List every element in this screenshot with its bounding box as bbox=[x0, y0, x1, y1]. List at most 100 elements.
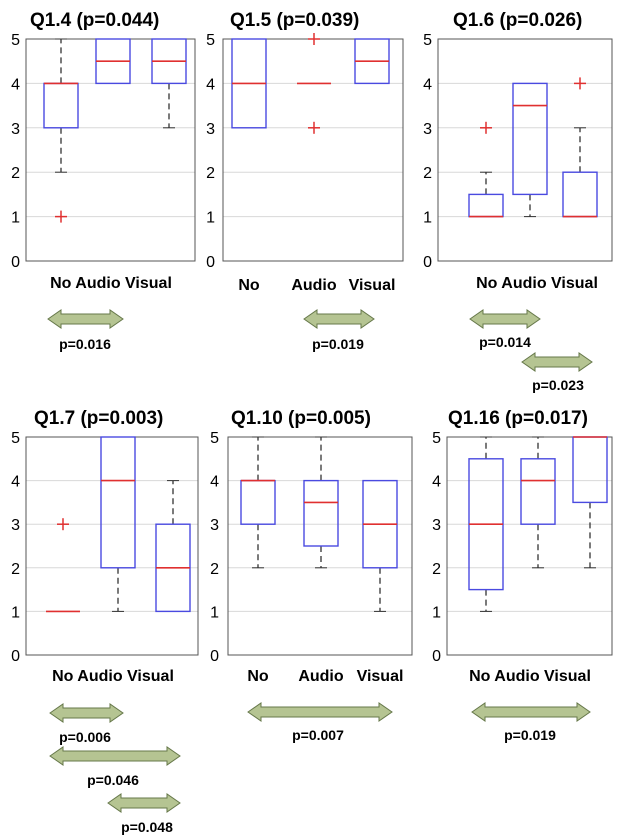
category-labels: No Audio Visual bbox=[50, 275, 172, 292]
box-audio bbox=[297, 33, 331, 134]
box-audio bbox=[100, 436, 136, 612]
comparison-p-value: p=0.014 bbox=[479, 334, 531, 350]
comparison-p-value: p=0.006 bbox=[59, 729, 111, 745]
y-tick-label: 5 bbox=[11, 430, 20, 447]
comparison-arrow bbox=[303, 309, 375, 329]
plot-frame bbox=[437, 38, 613, 262]
chart-title: Q1.16 (p=0.017) bbox=[448, 408, 588, 429]
box-iqr bbox=[240, 479, 276, 525]
y-tick-label: 4 bbox=[423, 76, 432, 93]
box-iqr bbox=[520, 458, 556, 525]
y-tick-label: 3 bbox=[206, 121, 215, 138]
comparison-p-value: p=0.048 bbox=[121, 819, 173, 835]
y-tick-label: 5 bbox=[11, 32, 20, 49]
category-labels: No Audio Visual bbox=[52, 668, 174, 685]
chart-panel-2: 0 1 2 3 4 5 Q1.5 (p=0.039) No Audio Visual p=0.019 bbox=[206, 10, 404, 352]
y-tick-label: 4 bbox=[11, 76, 20, 93]
comparison-p-value: p=0.016 bbox=[59, 336, 111, 352]
box-iqr bbox=[303, 479, 339, 547]
plot-frame bbox=[25, 38, 196, 262]
chart-title: Q1.5 (p=0.039) bbox=[230, 10, 359, 31]
comparison-arrow bbox=[247, 702, 393, 722]
box-audio bbox=[520, 436, 556, 569]
comparison-arrow bbox=[49, 746, 181, 766]
y-tick-label: 1 bbox=[423, 210, 432, 227]
y-tick-label: 5 bbox=[206, 32, 215, 49]
comparison-arrow bbox=[49, 703, 124, 723]
chart-panel-3: 0 1 2 3 4 5 Q1.6 (p=0.026) No Audio Visual p=0.0… bbox=[423, 10, 613, 393]
outlier-marker bbox=[57, 518, 69, 531]
comparison-arrow bbox=[471, 702, 591, 722]
comparison-p-value: p=0.019 bbox=[504, 727, 556, 743]
box-audio bbox=[95, 38, 131, 85]
comparison-p-value: p=0.046 bbox=[87, 772, 139, 788]
outlier-marker bbox=[308, 33, 320, 45]
y-tick-label: 4 bbox=[11, 474, 20, 491]
outlier-marker bbox=[55, 210, 67, 223]
comparison-arrow bbox=[107, 793, 181, 813]
y-tick-label: 3 bbox=[11, 517, 20, 534]
category-label-visual: Visual bbox=[349, 277, 396, 294]
chart-title: Q1.4 (p=0.044) bbox=[30, 10, 159, 31]
chart-title: Q1.10 (p=0.005) bbox=[231, 408, 371, 429]
y-tick-label: 0 bbox=[432, 648, 441, 665]
box-visual bbox=[362, 479, 398, 612]
y-tick-label: 4 bbox=[206, 76, 215, 93]
y-tick-label: 1 bbox=[210, 604, 219, 621]
outlier-marker bbox=[308, 121, 320, 134]
chart-title: Q1.6 (p=0.026) bbox=[453, 10, 582, 31]
y-tick-label: 0 bbox=[206, 254, 215, 271]
comparison-p-value: p=0.007 bbox=[292, 727, 344, 743]
box-iqr bbox=[572, 436, 608, 504]
y-tick-label: 5 bbox=[432, 430, 441, 447]
y-tick-label: 3 bbox=[210, 517, 219, 534]
y-tick-label: 3 bbox=[423, 121, 432, 138]
outlier-marker bbox=[574, 77, 586, 90]
category-labels: No Audio Visual bbox=[476, 275, 598, 292]
box-audio bbox=[512, 82, 548, 218]
plot-frame bbox=[446, 436, 613, 656]
box-iqr bbox=[100, 436, 136, 569]
plot-frame bbox=[222, 38, 404, 262]
y-tick-label: 2 bbox=[206, 165, 215, 182]
box-audio bbox=[303, 436, 339, 569]
box-visual bbox=[562, 77, 598, 218]
box-visual bbox=[151, 38, 187, 129]
box-no bbox=[46, 518, 80, 613]
category-label-audio: Audio bbox=[298, 668, 344, 685]
box-iqr bbox=[43, 82, 79, 129]
box-no bbox=[231, 38, 267, 129]
box-no bbox=[43, 38, 79, 223]
plot-frame bbox=[25, 436, 199, 656]
box-visual bbox=[155, 480, 191, 613]
category-label-visual: Visual bbox=[357, 668, 404, 685]
y-tick-label: 2 bbox=[11, 561, 20, 578]
box-visual bbox=[572, 436, 608, 569]
comparison-arrow bbox=[469, 309, 541, 329]
y-tick-label: 2 bbox=[423, 165, 432, 182]
box-no bbox=[240, 436, 276, 569]
y-tick-label: 2 bbox=[11, 165, 20, 182]
y-tick-label: 5 bbox=[210, 430, 219, 447]
box-iqr bbox=[468, 193, 504, 218]
y-tick-label: 0 bbox=[423, 254, 432, 271]
category-label-audio: Audio bbox=[291, 277, 337, 294]
chart-panel-1: 0 1 2 3 4 5 Q1.4 (p=0.044) No Audio Visual p=0.0… bbox=[11, 10, 196, 352]
comparison-p-value: p=0.019 bbox=[312, 336, 364, 352]
y-tick-label: 5 bbox=[423, 32, 432, 49]
category-label-no: No bbox=[238, 277, 260, 294]
y-tick-label: 4 bbox=[210, 474, 219, 491]
chart-panel-4: 0 1 2 3 4 5 Q1.7 (p=0.003) No Audio Visual p=0.0… bbox=[11, 408, 199, 835]
y-tick-label: 1 bbox=[11, 604, 20, 621]
chart-title: Q1.7 (p=0.003) bbox=[34, 408, 163, 429]
chart-panel-6: 0 1 2 3 4 5 Q1.16 (p=0.017) No Audio Visual p=0.… bbox=[432, 408, 613, 743]
y-tick-label: 0 bbox=[11, 254, 20, 271]
comparison-arrow bbox=[521, 352, 593, 372]
box-iqr bbox=[512, 82, 548, 196]
y-tick-label: 1 bbox=[11, 210, 20, 227]
y-tick-label: 2 bbox=[432, 561, 441, 578]
y-tick-label: 1 bbox=[432, 604, 441, 621]
y-tick-label: 1 bbox=[206, 210, 215, 227]
outlier-marker bbox=[480, 121, 492, 134]
